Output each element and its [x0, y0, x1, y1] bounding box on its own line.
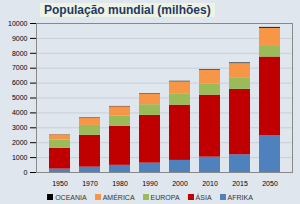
- svg-text:1970: 1970: [82, 180, 98, 187]
- svg-text:9000: 9000: [12, 35, 28, 42]
- html-text:EUROPA: EUROPA: [150, 193, 180, 201]
- html-text:OCEANIA: OCEANIA: [55, 193, 87, 201]
- svg-text:8000: 8000: [12, 50, 28, 57]
- svg-text:2000: 2000: [172, 180, 188, 187]
- svg-text:1980: 1980: [112, 180, 128, 187]
- svg-text:0: 0: [24, 169, 28, 176]
- svg-text:1000: 1000: [12, 154, 28, 161]
- svg-text:2010: 2010: [202, 180, 218, 187]
- svg-text:5000: 5000: [12, 94, 28, 101]
- html-text:AMÉRICA: AMÉRICA: [102, 193, 135, 201]
- html-text:População mundial (milhões): População mundial (milhões): [44, 3, 211, 17]
- svg-text:3000: 3000: [12, 124, 28, 131]
- html-text:AFRIKA: AFRIKA: [227, 193, 253, 201]
- svg-text:4000: 4000: [12, 109, 28, 116]
- svg-text:2015: 2015: [232, 180, 248, 187]
- svg-text:2050: 2050: [262, 180, 278, 187]
- svg-text:7000: 7000: [12, 64, 28, 71]
- svg-text:1950: 1950: [52, 180, 68, 187]
- svg-text:1990: 1990: [142, 180, 158, 187]
- html-text:ÁSIA: ÁSIA: [195, 193, 212, 201]
- svg-text:6000: 6000: [12, 79, 28, 86]
- svg-text:10000: 10000: [8, 20, 28, 27]
- svg-text:2000: 2000: [12, 139, 28, 146]
